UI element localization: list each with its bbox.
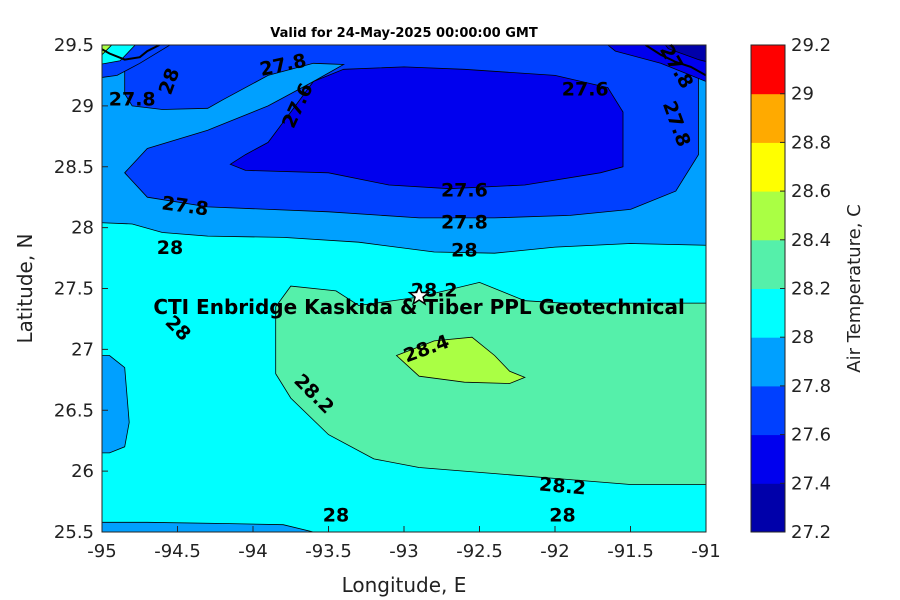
colorbar-swatch [751,288,785,338]
y-tick-label: 29.5 [54,35,94,56]
site-annotation: CTI Enbridge Kaskida & Tiber PPL Geotech… [153,295,685,319]
y-axis-label: Latitude, N [13,234,37,344]
colorbar-tick-label: 27.2 [791,522,831,543]
x-tick-label: -91.5 [607,541,654,562]
contour-label: 27.6 [562,79,609,101]
colorbar-swatch [751,434,785,484]
y-tick-label: 26 [71,461,94,482]
contour-label: 28 [549,505,575,527]
colorbar-tick-label: 27.8 [791,376,831,397]
y-tick-label: 28 [71,218,94,239]
x-axis-ticks: -95 -94.5 -94 -93.5 -93 -92.5 -92 -91.5 -91 [87,526,721,562]
colorbar-tick-label: 27.4 [791,473,831,494]
contour-label: 28.2 [538,474,587,500]
x-tick-label: -93 [389,541,418,562]
y-tick-label: 26.5 [54,400,94,421]
site-star-marker [407,283,431,306]
contour-label: 28 [451,239,477,261]
colorbar-tick-label: 28.4 [791,230,831,251]
y-axis-ticks: 25.5 26 26.5 27 27.5 28 28.5 29 29.5 [54,35,108,543]
colorbar-swatch [751,191,785,241]
coastline [102,45,160,61]
colorbar-tick-label: 28.6 [791,181,831,202]
y-tick-label: 29 [71,96,94,117]
colorbar-swatch [751,385,785,436]
y-tick-label: 28.5 [54,157,94,178]
band-27-6-northeast [607,45,706,82]
band-28-4-central [395,336,526,384]
plot-area [102,45,706,532]
band-27-8-west [102,355,130,454]
contour-label: 28 [323,505,349,527]
colorbar-tick-label: 27.6 [791,425,831,446]
y-tick-label: 25.5 [54,522,94,543]
y-tick-label: 27.5 [54,279,94,300]
x-tick-label: -94.5 [154,541,201,562]
colorbar-swatch [751,337,785,387]
x-tick-label: -95 [87,541,116,562]
band-27-4-northeast [664,45,706,62]
colorbar-tick-label: 29 [791,84,814,105]
colorbar-tick-label: 29.2 [791,35,831,56]
colorbar-tick-label: 28 [791,327,814,348]
colorbar: 27.2 27.4 27.6 27.8 28 28.2 28.4 28.6 28.8 29 29.2 [750,35,831,543]
colorbar-swatch [751,142,785,192]
x-axis-label: Longitude, E [342,573,467,597]
band-28-2-northwest [102,45,136,65]
colorbar-label: Air Temperature, C [844,204,865,372]
contour-label: 28 [157,237,183,259]
y-tick-label: 27 [71,339,94,360]
x-tick-label: -92.5 [456,541,503,562]
coastline-east [645,45,706,77]
band-27-8-south [102,521,314,532]
colorbar-swatch [751,45,785,95]
colorbar-swatch [751,93,785,143]
x-tick-label: -91 [691,541,720,562]
chart-title: Valid for 24-May-2025 00:00:00 GMT [270,26,538,41]
contour-label: 27.8 [441,211,488,233]
band-27-4-core [229,66,624,190]
colorbar-swatch [751,239,785,289]
colorbar-tick-label: 28.2 [791,279,831,300]
contour-label: 27.6 [441,180,488,202]
colorbar-swatch [751,483,785,533]
contour-label: 27.8 [109,88,156,110]
x-tick-label: -93.5 [305,541,352,562]
x-tick-label: -94 [238,541,267,562]
band-28-6-northwest [102,45,113,56]
colorbar-tick-label: 28.8 [791,132,831,153]
band-28-2-central [275,281,706,485]
x-tick-label: -92 [540,541,569,562]
